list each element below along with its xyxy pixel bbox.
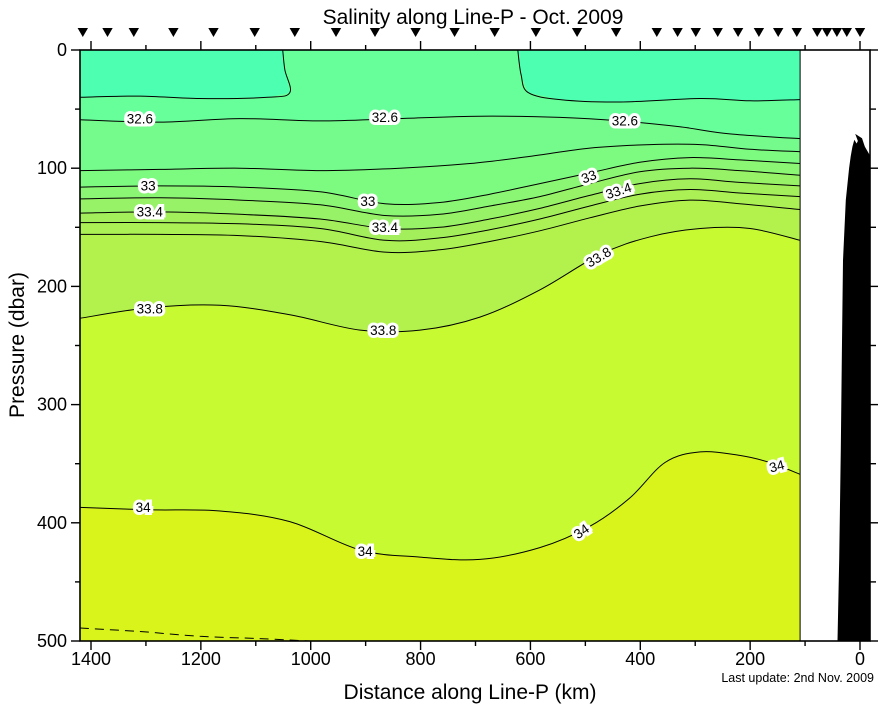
y-tick-label: 400 (37, 513, 67, 533)
station-marker-triangle (791, 28, 802, 37)
station-marker-triangle (168, 28, 179, 37)
x-tick-label: 1200 (181, 649, 221, 669)
station-marker-triangle (449, 28, 460, 37)
contour-line-34 (80, 451, 801, 561)
x-tick-label: 1000 (291, 649, 331, 669)
contour-label-33.4: 33.4 (372, 220, 399, 235)
station-marker-triangle (330, 28, 342, 37)
y-tick-label: 200 (37, 276, 67, 296)
contour-color-bands (80, 50, 801, 641)
station-marker-triangle (249, 28, 260, 37)
station-marker-triangle (732, 28, 744, 37)
contour-label-32.6: 32.6 (612, 114, 638, 129)
x-tick-label: 1400 (71, 649, 111, 669)
contour-line-33 (80, 157, 801, 205)
x-tick-label: 400 (625, 649, 655, 669)
bathymetry-silhouette (837, 133, 871, 642)
contour-label-33: 33 (360, 194, 375, 209)
station-marker-triangle (102, 28, 113, 37)
station-marker-triangle (369, 28, 381, 37)
station-marker-triangle (753, 28, 765, 37)
contour-label-32.6: 32.6 (372, 110, 398, 125)
station-marker-triangle (410, 28, 421, 37)
contour-label-33.8: 33.8 (137, 302, 163, 317)
x-axis-label: Distance along Line-P (km) (344, 681, 597, 704)
last-update-note: Last update: 2nd Nov. 2009 (721, 671, 874, 685)
contour-label-33: 33 (141, 179, 156, 194)
station-marker-triangle (651, 28, 662, 37)
station-marker-triangle (610, 28, 622, 37)
y-tick-label: 0 (57, 40, 67, 60)
station-marker-triangle (831, 28, 843, 37)
contour-line-33.6 (80, 199, 801, 254)
surface-fresh-patch (517, 50, 801, 102)
station-markers (77, 28, 866, 37)
axis-ticks (71, 41, 878, 650)
x-axis-tick-labels: 1400 1200 1000 800 600 400 200 0 (71, 649, 865, 669)
contour-line-33.4 (80, 178, 801, 230)
y-axis-label: Pressure (dbar) (6, 272, 29, 418)
contour-line-32.6 (80, 115, 801, 140)
station-marker-triangle (712, 28, 723, 37)
station-marker-triangle (854, 28, 866, 37)
station-marker-triangle (530, 28, 542, 37)
y-axis-tick-labels: 0 100 200 300 400 500 (37, 40, 67, 651)
station-marker-triangle (489, 28, 500, 37)
bathymetry-shape (837, 133, 871, 642)
y-tick-label: 500 (37, 631, 67, 651)
contour-line-33.2 (80, 167, 801, 217)
x-tick-label: 800 (406, 649, 436, 669)
station-marker-triangle (812, 28, 823, 37)
station-marker-triangle (672, 28, 683, 37)
station-marker-triangle (821, 28, 833, 37)
y-tick-label: 300 (37, 395, 67, 415)
x-tick-label: 600 (515, 649, 545, 669)
station-marker-triangle (690, 28, 701, 37)
band-fill-below-34 (80, 451, 801, 641)
station-marker-triangle (208, 28, 219, 37)
station-marker-triangle (571, 28, 583, 37)
contour-line-32.4 (80, 50, 291, 100)
station-marker-triangle (841, 28, 852, 37)
y-tick-label: 100 (37, 158, 67, 178)
x-tick-label: 200 (735, 649, 765, 669)
chart-title: Salinity along Line-P - Oct. 2009 (323, 6, 624, 29)
station-marker-triangle (289, 28, 300, 37)
contour-line-33.8 (80, 226, 801, 333)
contour-lines (80, 50, 801, 641)
surface-fresh-patch (80, 50, 290, 99)
contour-label-34: 34 (136, 500, 152, 515)
contour-line-34.2 (80, 627, 310, 641)
station-marker-triangle (128, 28, 139, 37)
x-tick-label: 0 (855, 649, 865, 669)
station-marker-triangle (773, 28, 784, 37)
contour-line-33.5 (80, 188, 801, 242)
contour-label-34: 34 (358, 544, 374, 559)
contour-label-33.8: 33.8 (370, 323, 396, 338)
contour-label-32.6: 32.6 (127, 111, 153, 126)
contour-label-33.4: 33.4 (137, 205, 164, 220)
station-marker-triangle (77, 28, 88, 37)
contour-line-32.8 (80, 143, 801, 172)
contour-line-32.4 (517, 50, 801, 103)
